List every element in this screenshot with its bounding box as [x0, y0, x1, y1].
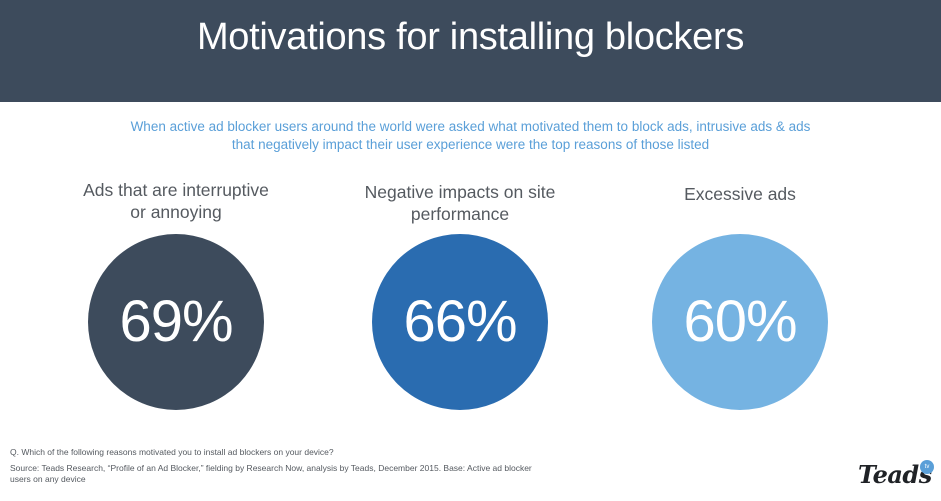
stat-interruptive-ads: Ads that are interruptive or annoying 69… — [46, 0, 306, 430]
stat-label-line-2: or annoying — [130, 202, 222, 222]
stat-circle: 66% — [372, 234, 548, 410]
source-line-1: Source: Teads Research, “Profile of an A… — [10, 463, 532, 473]
survey-question: Q. Which of the following reasons motiva… — [10, 447, 334, 457]
stat-label-line-1: Negative impacts on site — [364, 182, 556, 202]
intro-text: When active ad blocker users around the … — [60, 118, 881, 154]
logo-badge: tv — [920, 460, 934, 474]
header-bar: Motivations for installing blockers — [0, 0, 941, 102]
stat-circle: 60% — [652, 234, 828, 410]
intro-line-2: that negatively impact their user experi… — [231, 137, 710, 152]
stat-excessive-ads: Excessive ads 60% — [610, 0, 870, 430]
stat-value: 69% — [119, 289, 233, 354]
teads-logo-icon: Teads tv — [858, 460, 934, 494]
stat-label-line-2: performance — [410, 204, 510, 224]
source-note: Source: Teads Research, “Profile of an A… — [10, 463, 610, 485]
stat-label-line-1: Ads that are interruptive — [83, 180, 269, 200]
logo-wordmark: Teads — [858, 460, 932, 489]
stat-label: Excessive ads — [610, 183, 870, 205]
stat-label: Ads that are interruptive or annoying — [46, 179, 306, 223]
stat-label-line-1: Excessive ads — [684, 184, 796, 204]
source-line-2: users on any device — [10, 474, 86, 484]
stat-value: 66% — [403, 289, 517, 354]
intro-line-1: When active ad blocker users around the … — [130, 119, 811, 134]
stat-circle: 69% — [88, 234, 264, 410]
stat-value: 60% — [683, 289, 797, 354]
page-title: Motivations for installing blockers — [196, 16, 745, 58]
stat-site-performance: Negative impacts on site performance 66% — [330, 0, 590, 430]
stat-label: Negative impacts on site performance — [330, 181, 590, 225]
